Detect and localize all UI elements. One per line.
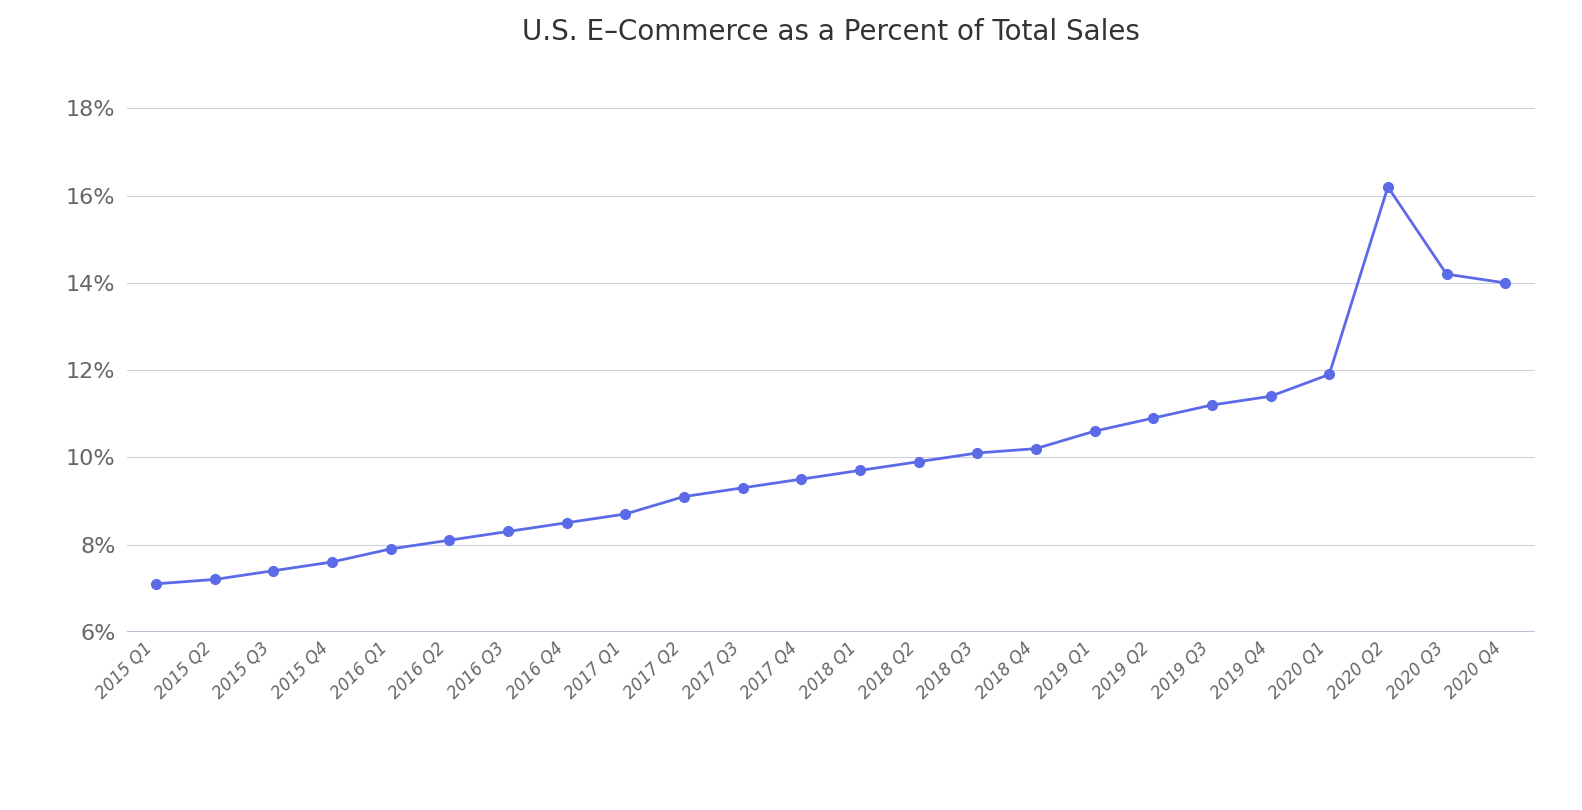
Title: U.S. E–Commerce as a Percent of Total Sales: U.S. E–Commerce as a Percent of Total Sa… (522, 18, 1139, 46)
